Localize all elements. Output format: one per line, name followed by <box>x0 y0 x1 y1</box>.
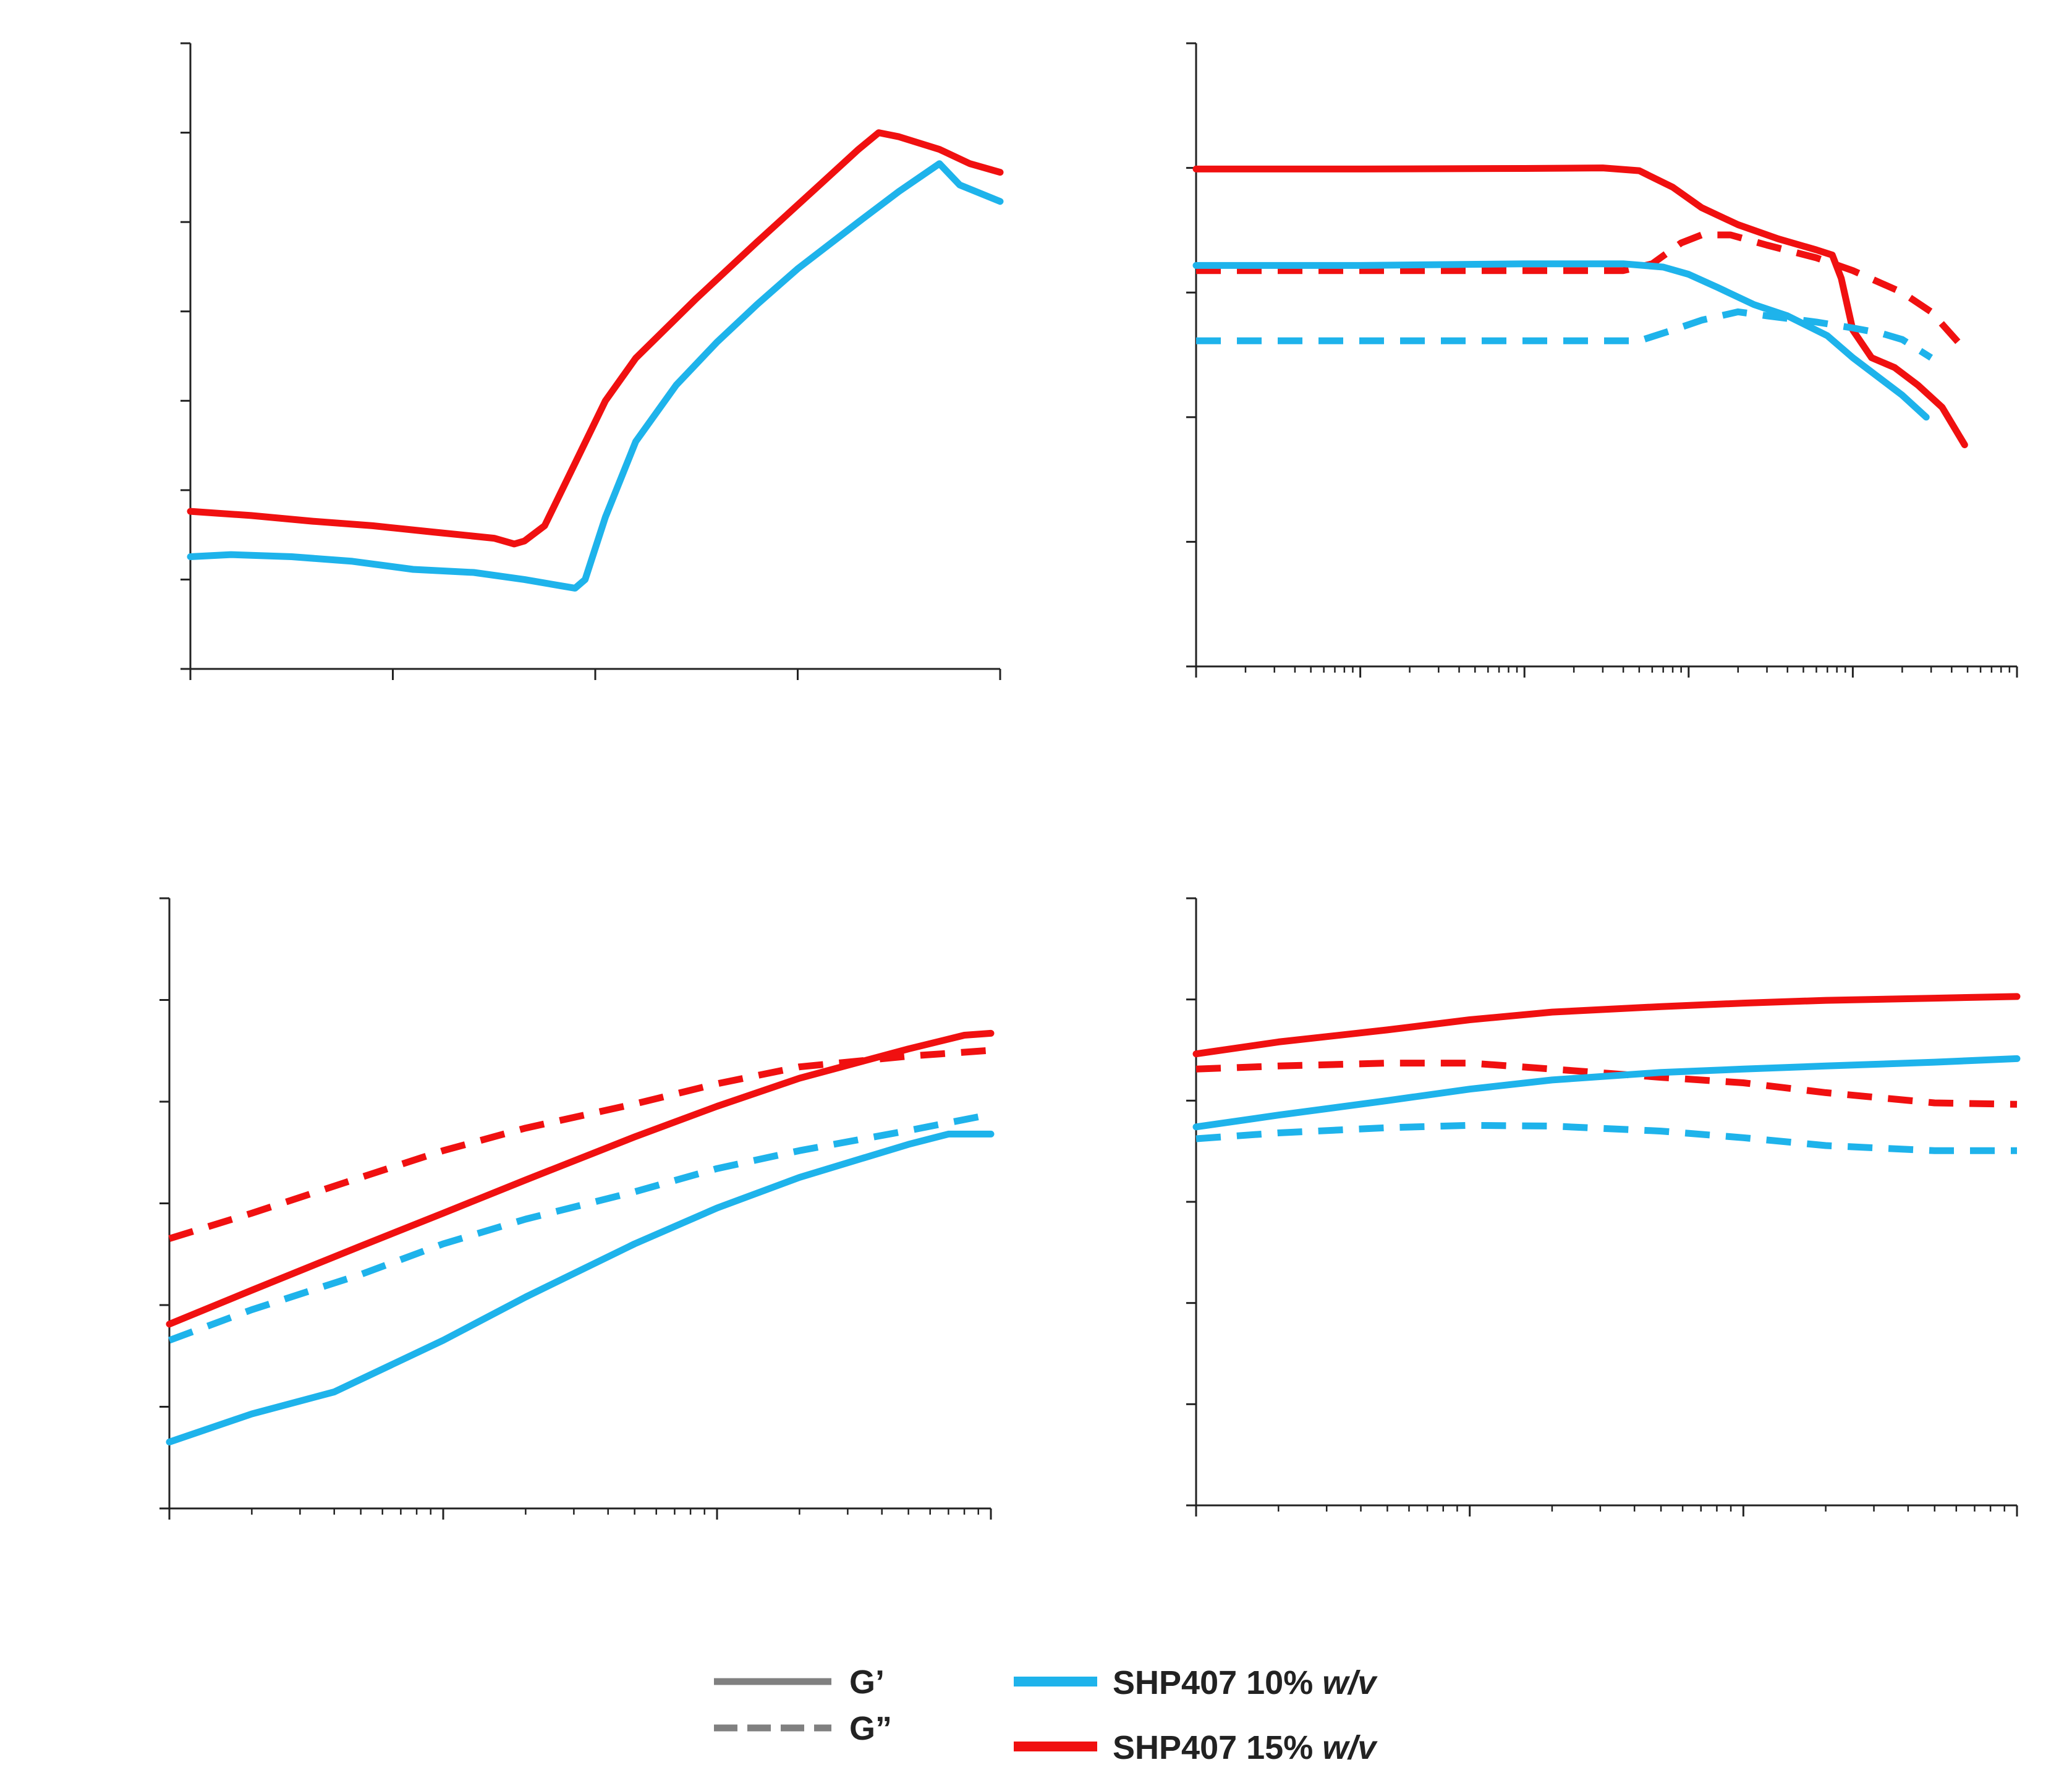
legend-modulus-label: G” <box>849 1710 892 1747</box>
series-line-red-solid <box>166 1029 995 1328</box>
legend-sample-name: SHP407 15% <box>1113 1729 1313 1766</box>
legend-sample-name: SHP407 10% <box>1113 1664 1313 1701</box>
legend-sample-unit: w/v <box>1322 1664 1378 1701</box>
chart-panels <box>159 42 2021 1520</box>
series-line-red-solid <box>1192 993 2021 1058</box>
chart-panel-b <box>1186 42 2018 678</box>
legend-sample-15: SHP407 15% w/v <box>1014 1729 1378 1766</box>
legend: G’ G” SHP407 10% w/v SHP407 15% w/v <box>714 1664 1378 1766</box>
chart-panel-a <box>180 42 1004 680</box>
legend-modulus-g-double-prime: G” <box>714 1710 892 1747</box>
series-line-red-dashed <box>1195 1060 2018 1108</box>
legend-sample-unit: w/v <box>1322 1729 1378 1766</box>
series-line-blue-solid <box>187 160 1004 592</box>
series-line-red-solid <box>187 129 1004 548</box>
series-line-blue-solid <box>1192 1055 2021 1131</box>
legend-sample-label: SHP407 15% w/v <box>1113 1729 1378 1766</box>
chart-panel-d <box>1186 897 2021 1516</box>
series-line-red-dashed <box>1196 231 1968 352</box>
series-line-blue-solid <box>166 1130 995 1445</box>
series-line-blue-dashed <box>168 1111 992 1344</box>
series-line-blue-solid <box>1192 260 1930 421</box>
series-line-red-dashed <box>168 1047 991 1242</box>
series-line-blue-dashed <box>1195 1121 2017 1154</box>
chart-panel-c <box>159 897 995 1520</box>
legend-sample-10: SHP407 10% w/v <box>1014 1664 1378 1701</box>
legend-sample-label: SHP407 10% w/v <box>1113 1664 1378 1701</box>
legend-modulus-label: G’ <box>849 1664 885 1701</box>
series-line-blue-dashed <box>1196 308 1934 361</box>
legend-modulus-g-prime: G’ <box>714 1664 885 1701</box>
series-line-red-solid <box>1192 164 1968 448</box>
